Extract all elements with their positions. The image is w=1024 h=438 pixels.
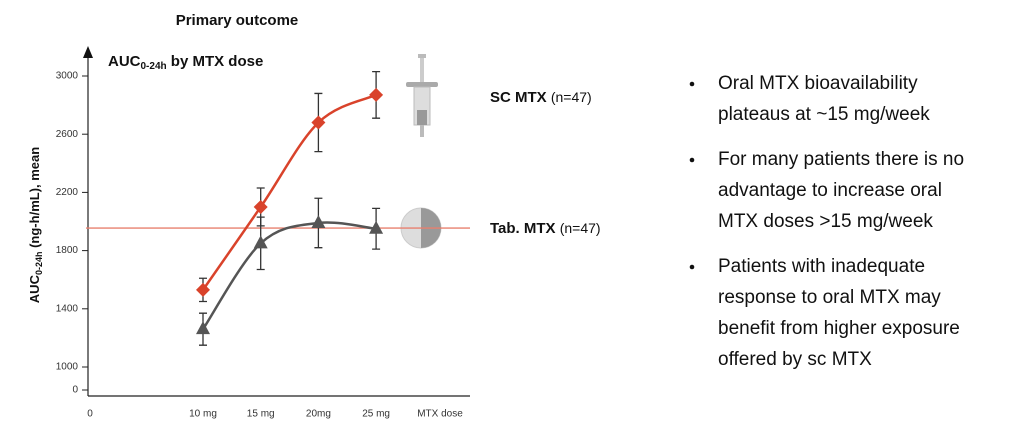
legend-entry: SC MTX (n=47) [490,89,592,106]
bullet-line: benefit from higher exposure [718,318,960,339]
title-sub: 0-24h [141,61,167,72]
y-tick-label: 2600 [56,129,79,140]
chart-title: AUC0-24h by MTX dose [108,53,263,72]
x-tick-label: 15 mg [247,409,275,420]
bullet-line: Patients with inadequate [718,256,925,277]
heading: Primary outcome [176,12,299,29]
x-tick-label: 20mg [306,409,331,420]
title-rest: by MTX dose [167,53,264,70]
y-tick-label: 0 [72,385,78,396]
series-line [201,93,377,291]
bullet-line: plateaus at ~15 mg/week [718,104,930,125]
title-main: AUC [108,53,141,70]
y-axis-arrow [83,46,93,58]
bullet-dot [689,264,695,270]
data-point [311,115,326,130]
x-axis-label: MTX dose [417,409,463,420]
bullet-line: MTX doses >15 mg/week [718,211,933,232]
y-tick-label: 3000 [56,71,79,82]
y-axis-label: AUC0-24h (ng-h/mL), mean [27,147,44,303]
data-point [311,214,326,228]
ylabel-sub: 0-24h [34,252,44,276]
x-tick-label: 25 mg [362,409,390,420]
legend-n: (n=47) [551,89,592,105]
y-tick-label: 1800 [56,245,79,256]
bullet-line: advantage to increase oral [718,180,942,201]
legend-name: Tab. MTX [490,220,556,237]
ylabel-main: AUC [27,274,42,303]
ylabel-rest: (ng-h/mL), mean [27,147,42,252]
series-line [201,221,377,330]
x-origin-label: 0 [87,409,93,420]
data-point [253,199,268,214]
data-point [196,321,210,335]
y-tick-label: 1000 [56,362,79,373]
bullet-line: For many patients there is no [718,149,964,170]
y-tick-label: 1400 [56,303,79,314]
bullet-line: Oral MTX bioavailability [718,73,918,94]
x-tick-label: 10 mg [189,409,217,420]
data-point [253,235,268,249]
data-point [196,282,210,297]
bullet-line: response to oral MTX may [718,287,941,308]
legend-n: (n=47) [560,220,601,236]
syringe-icon [406,54,438,137]
legend-entry: Tab. MTX (n=47) [490,220,601,237]
data-point [369,87,384,102]
data-point [369,220,384,234]
bullet-dot [689,81,695,87]
bullet-dot [689,157,695,163]
legend-name: SC MTX [490,89,547,106]
y-tick-label: 2200 [56,187,79,198]
bullet-line: offered by sc MTX [718,349,872,370]
